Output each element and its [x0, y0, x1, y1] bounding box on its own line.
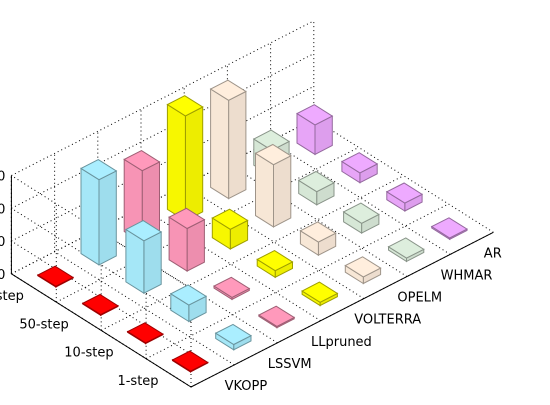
bar-face-top [211, 208, 249, 230]
grid-line [11, 175, 192, 290]
bar-face-side [166, 103, 186, 222]
bar-face-top [252, 129, 291, 151]
bar-ar-50-step [340, 152, 379, 184]
axis-labels: 0 50 100 150 1-step 10-step 50-step 100-step VKO… [0, 170, 502, 394]
bar-face-top [171, 350, 209, 372]
bar-face-top [123, 150, 161, 172]
z-tick-label: 50 [0, 235, 5, 250]
bar-vkopp-100-step [36, 265, 75, 288]
bar-face-side [80, 167, 100, 266]
bar-llpruned-10-step [212, 276, 251, 301]
bar-face-top [209, 79, 247, 101]
x-category-label: VOLTERRA [354, 313, 421, 328]
grid-line [11, 85, 315, 242]
bar-face-top [295, 104, 334, 126]
grid-line [11, 240, 192, 355]
bar-opelm-1-step [344, 256, 382, 285]
grid-line [11, 53, 315, 209]
bar-face-top [169, 284, 208, 306]
bar-vkopp-50-step [81, 293, 120, 317]
grid-line [11, 118, 315, 275]
bar-ar-1-step [430, 217, 469, 241]
bar-face-top [342, 202, 380, 224]
grid-line [56, 146, 359, 303]
bars [36, 79, 469, 373]
y-category-label: 50-step [19, 317, 68, 332]
bar-opelm-100-step [209, 79, 247, 200]
bar-lssvm-1-step [214, 323, 253, 351]
axis-line [190, 231, 494, 388]
bar-face-top [344, 256, 382, 278]
axis-line [11, 273, 192, 388]
z-tick-label: 150 [0, 170, 5, 185]
bar-lssvm-100-step [79, 159, 118, 266]
x-category-label: LSSVM [268, 357, 312, 372]
y-category-label: 10-step [64, 346, 113, 361]
bar-face-top [168, 207, 206, 230]
grid-line [11, 20, 315, 176]
y-category-label: 100-step [0, 289, 24, 304]
grid-line [54, 251, 235, 366]
bar-face-top [212, 276, 251, 298]
bar-vkopp-1-step [171, 350, 209, 373]
bar-face-front [184, 106, 204, 222]
bar-face-top [385, 182, 424, 204]
y-category-label: 1-step [117, 374, 158, 389]
bar-face-front [143, 231, 162, 295]
bar-face-top [387, 237, 425, 259]
bar-face-front [228, 90, 247, 200]
bar-volterra-50-step [211, 208, 249, 250]
bar-face-top [257, 305, 296, 327]
grid-line [270, 140, 451, 255]
z-tick-label: 100 [0, 202, 5, 217]
bar-face-front [273, 154, 292, 228]
grid-line [11, 207, 192, 322]
bar-opelm-10-step [299, 221, 337, 257]
bar-face-side [255, 152, 274, 228]
bar-face-top [166, 95, 204, 117]
bar-face-top [430, 217, 469, 239]
bar-face-top [36, 265, 75, 287]
grid-line [183, 184, 365, 300]
grid-line [313, 118, 494, 233]
bar-whmar-1-step [387, 237, 425, 263]
bar-face-top [297, 170, 336, 193]
grid-line [100, 175, 404, 331]
bar-llpruned-50-step [168, 207, 206, 273]
z-tick-label: 0 [0, 268, 5, 283]
bar-face-top [79, 159, 118, 181]
bar-lssvm-50-step [124, 220, 163, 295]
bar-face-top [124, 220, 163, 242]
bar-face-top [256, 250, 294, 272]
bar-ar-100-step [295, 104, 334, 156]
bar-face-top [340, 152, 379, 174]
bar-whmar-10-step [342, 202, 380, 235]
bar-face-top [81, 293, 120, 316]
bar-face-top [301, 281, 339, 303]
bar-face-side [210, 88, 230, 200]
bar-lssvm-10-step [169, 284, 208, 323]
x-category-label: AR [484, 246, 502, 261]
x-category-label: WHMAR [441, 268, 493, 283]
bar-ar-10-step [385, 182, 424, 212]
bar-volterra-100-step [166, 95, 204, 222]
bar-face-front [98, 170, 117, 266]
bar-llpruned-1-step [257, 305, 296, 329]
bar-opelm-50-step [254, 143, 292, 228]
bar-vkopp-10-step [126, 322, 164, 345]
bar-face-top [299, 221, 337, 243]
bar-face-top [254, 143, 292, 166]
x-category-label: OPELM [397, 291, 442, 306]
bar-face-top [126, 322, 164, 344]
x-category-label: LLpruned [311, 335, 372, 350]
bar-whmar-50-step [297, 170, 336, 206]
bar-volterra-1-step [301, 281, 339, 307]
bar-face-top [214, 323, 253, 346]
grid-line [145, 203, 449, 360]
x-category-label: VKOPP [225, 379, 268, 394]
bar-volterra-10-step [256, 250, 294, 279]
